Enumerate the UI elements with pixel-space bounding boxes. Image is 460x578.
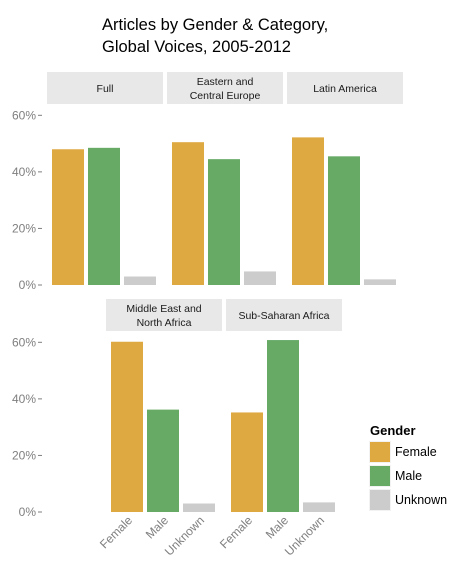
chart-title: Articles by Gender & Category, Global Vo… [102, 16, 328, 56]
bar-unknown [303, 502, 335, 512]
x-tick-label: Male [143, 513, 172, 542]
y-tick-label: 60% [12, 335, 36, 349]
facet-panel: Eastern and Central Europe [167, 72, 283, 285]
facet-panel: Latin America [287, 72, 403, 285]
y-axes: 0% 20% 40% 60% 0% 20% 40% 60% [12, 108, 42, 519]
bar-female [231, 412, 263, 512]
y-tick-label: 60% [12, 108, 36, 122]
y-tick-label: 40% [12, 392, 36, 406]
bar-male [147, 409, 179, 512]
facet-strip-label: Latin America [313, 83, 377, 95]
legend: Gender Female Male Unknown [369, 423, 447, 511]
legend-label: Male [395, 469, 422, 483]
x-tick-label: Unknown [282, 513, 327, 558]
bar-unknown [183, 503, 215, 512]
facet-panels: Full Eastern and Central Europe Latin Ameri… [47, 72, 403, 512]
bar-male [267, 340, 299, 512]
facet-strip [226, 299, 342, 331]
y-tick-label: 40% [12, 165, 36, 179]
x-tick-label: Female [217, 513, 255, 551]
y-tick-label: 0% [19, 505, 37, 519]
legend-swatch-unknown [370, 490, 390, 510]
facet-strip-label: Sub-Saharan Africa [238, 310, 329, 322]
facet-strip [106, 299, 222, 331]
facet-strip-label: Middle East and [126, 303, 201, 315]
chart-title-line-2: Global Voices, 2005-2012 [102, 38, 291, 56]
bar-unknown [124, 276, 156, 285]
y-tick-label: 0% [19, 278, 37, 292]
facet-panel: Full [47, 72, 163, 285]
bar-male [208, 159, 240, 285]
x-tick-label: Unknown [162, 513, 207, 558]
bar-unknown [244, 271, 276, 285]
bar-female [292, 137, 324, 285]
bar-male [88, 147, 120, 285]
facet-strip-label: Central Europe [190, 90, 261, 102]
facet-strip-label: Full [97, 83, 114, 95]
chart-title-line-1: Articles by Gender & Category, [102, 16, 328, 34]
bar-female [172, 142, 204, 285]
legend-label: Unknown [395, 493, 447, 507]
legend-title: Gender [370, 423, 416, 438]
legend-swatch-female [370, 442, 390, 462]
facet-strip-label: North Africa [137, 317, 192, 329]
facet-panel: Middle East and North Africa [106, 299, 222, 512]
facet-panel: Sub-Saharan Africa [226, 299, 342, 512]
x-tick-label: Female [97, 513, 135, 551]
bar-male [328, 156, 360, 285]
bar-unknown [364, 279, 396, 285]
y-tick-label: 20% [12, 221, 36, 235]
x-tick-label: Male [263, 513, 292, 542]
facet-strip [47, 72, 163, 104]
facet-strip [167, 72, 283, 104]
bar-female [52, 149, 84, 285]
facet-strip [287, 72, 403, 104]
legend-label: Female [395, 445, 437, 459]
bar-female [111, 341, 143, 512]
facet-strip-label: Eastern and [197, 76, 254, 88]
legend-swatch-male [370, 466, 390, 486]
y-tick-label: 20% [12, 448, 36, 462]
